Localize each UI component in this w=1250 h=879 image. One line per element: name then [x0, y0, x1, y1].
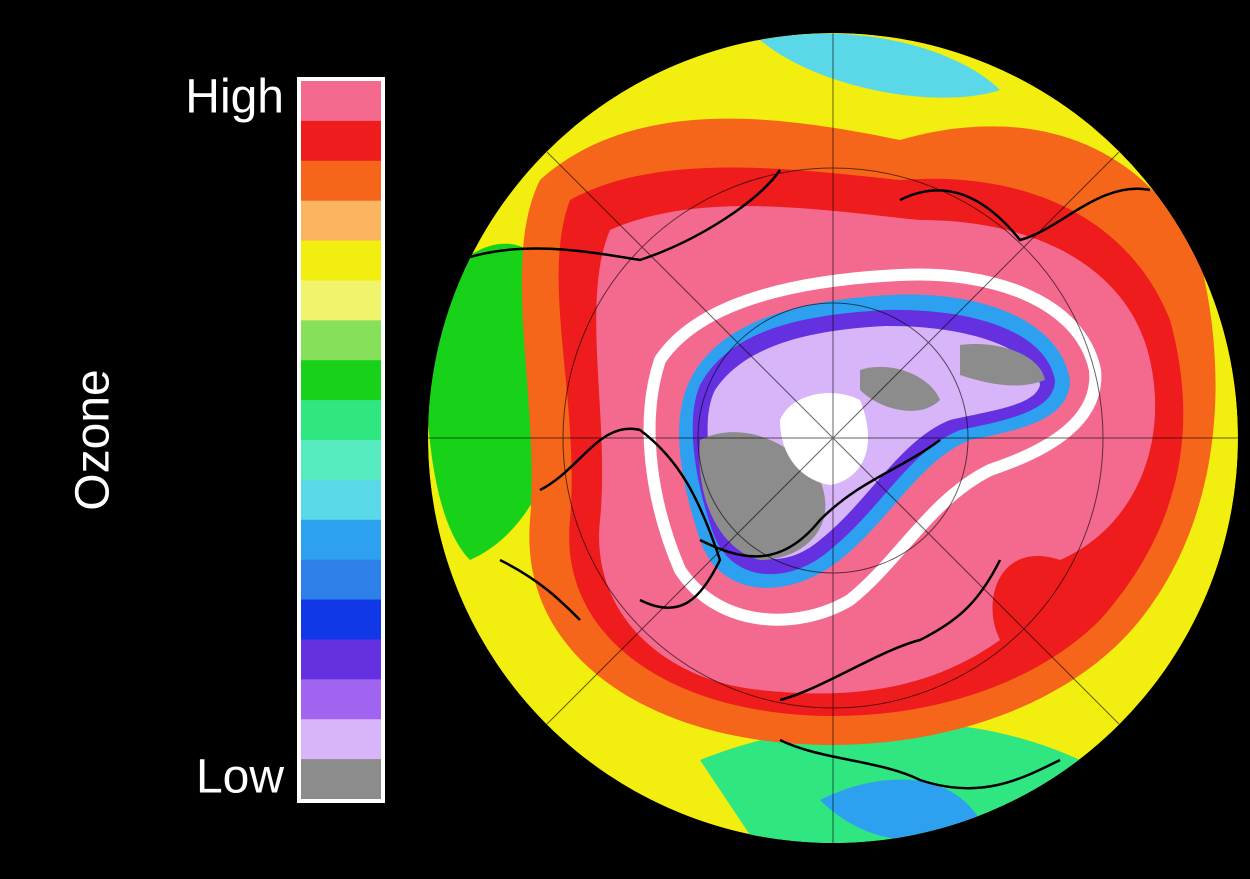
color-bar-border: [297, 77, 385, 803]
color-swatch: [301, 479, 381, 521]
ozone-map: [428, 33, 1238, 843]
color-swatch: [301, 120, 381, 162]
zone-gray-3: [860, 366, 940, 411]
color-bar: [301, 81, 381, 800]
vortex-contour: [643, 268, 1102, 626]
color-swatch: [301, 599, 381, 640]
color-swatch: [301, 440, 381, 481]
color-swatch: [301, 81, 381, 122]
color-swatch: [301, 320, 381, 361]
zone-blue-south: [820, 779, 980, 841]
graticule: [428, 33, 1238, 843]
color-swatch: [301, 360, 381, 401]
zone-gray-2: [960, 344, 1045, 386]
color-swatch: [301, 400, 381, 441]
color-swatch: [301, 759, 381, 800]
legend-title: Ozone: [67, 369, 120, 510]
color-swatch: [301, 639, 381, 680]
pole-hole: [780, 392, 869, 485]
low-label: Low: [196, 751, 284, 804]
color-swatch: [301, 200, 381, 242]
color-swatch: [301, 519, 381, 561]
color-swatch: [301, 559, 381, 601]
high-label: High: [185, 71, 284, 124]
color-swatch: [301, 719, 381, 760]
zone-gray-1: [699, 432, 826, 560]
coastlines: [459, 169, 1151, 790]
zone-cyan-north: [760, 33, 1000, 98]
color-swatch: [301, 240, 381, 281]
color-swatch: [301, 280, 381, 321]
color-swatch: [301, 679, 381, 720]
color-swatch: [301, 160, 381, 202]
